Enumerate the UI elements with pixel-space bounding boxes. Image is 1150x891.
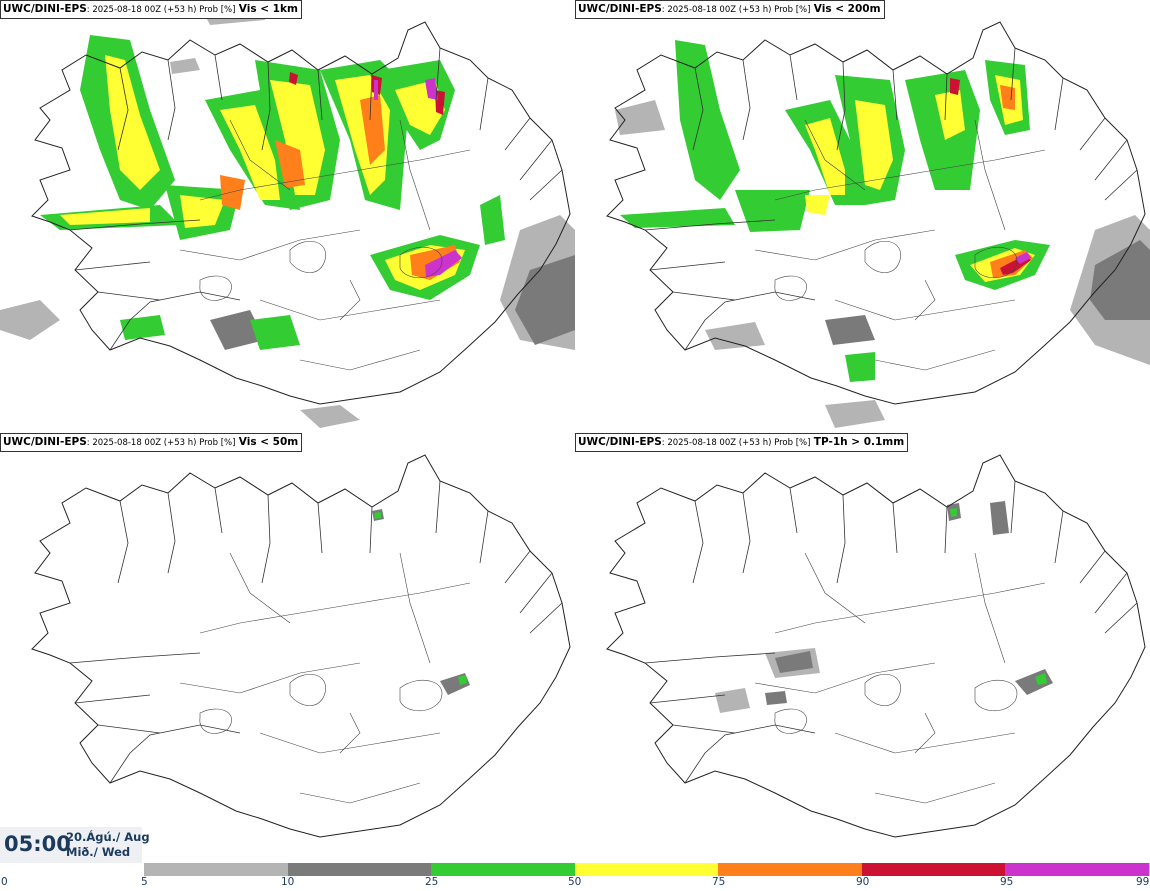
colorbar-segment	[718, 863, 862, 876]
colorbar-tick: 25	[425, 876, 439, 888]
valid-date-line2: Mið./ Wed	[66, 845, 131, 859]
valid-time: 05:00	[4, 832, 71, 856]
panel-title: UWC/DINI-EPS: 2025-08-18 00Z (+53 h) Pro…	[0, 433, 303, 452]
colorbar-tick: 0	[1, 876, 8, 888]
colorbar-tick: 95	[1000, 876, 1014, 888]
colorbar-segment	[431, 863, 575, 876]
colorbar-tick: 5	[141, 876, 148, 888]
map-panel-vis-200m: UWC/DINI-EPS: 2025-08-18 00Z (+53 h) Pro…	[575, 0, 1150, 430]
valid-date-line1: 20.Ágú./ Aug	[66, 830, 150, 844]
colorbar-tick: 75	[712, 876, 726, 888]
probability-map-vis-1km	[0, 2, 575, 428]
probability-map-tp-1h	[606, 454, 1146, 838]
valid-time-box	[0, 827, 142, 863]
probability-map-vis-200m	[606, 21, 1150, 428]
colorbar-segment	[1148, 863, 1150, 876]
map-panel-vis-50m: UWC/DINI-EPS: 2025-08-18 00Z (+53 h) Pro…	[0, 433, 575, 863]
probability-map-vis-50m	[31, 454, 571, 838]
colorbar-segment	[861, 863, 1005, 876]
colorbar-segment	[1005, 863, 1149, 876]
panel-title: UWC/DINI-EPS: 2025-08-18 00Z (+53 h) Pro…	[575, 433, 909, 452]
colorbar-tick: 50	[568, 876, 582, 888]
map-panel-tp-1h: UWC/DINI-EPS: 2025-08-18 00Z (+53 h) Pro…	[575, 433, 1150, 863]
colorbar-segment	[144, 863, 288, 876]
map-panel-vis-1km: UWC/DINI-EPS: 2025-08-18 00Z (+53 h) Pro…	[0, 0, 575, 430]
colorbar-tick: 90	[856, 876, 870, 888]
panel-title: UWC/DINI-EPS: 2025-08-18 00Z (+53 h) Pro…	[0, 0, 302, 19]
colorbar-tick: 10	[281, 876, 295, 888]
colorbar-segment	[287, 863, 431, 876]
colorbar-segment	[574, 863, 718, 876]
colorbar-tick: 99	[1136, 876, 1150, 888]
panel-title: UWC/DINI-EPS: 2025-08-18 00Z (+53 h) Pro…	[575, 0, 885, 19]
